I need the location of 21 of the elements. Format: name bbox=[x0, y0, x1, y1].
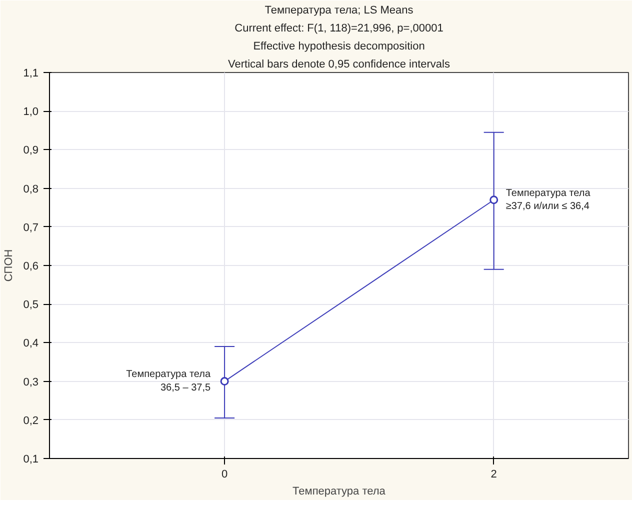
x-tick-label: 2 bbox=[490, 468, 497, 480]
y-tick-label: 0,9 bbox=[23, 144, 39, 157]
text: Vertical bars denote 0,95 confidence intervals bbox=[228, 58, 450, 70]
chart-title: Температура тела; LS Means bbox=[264, 4, 414, 16]
x-axis-title: Температура тела bbox=[292, 486, 386, 498]
annotation: Температура тела ≥37,6 и/или ≤ 36,4 bbox=[506, 188, 591, 212]
y-tick-label: 0,1 bbox=[23, 454, 39, 466]
x-tick-label: 0 bbox=[221, 468, 228, 480]
chart-subtitle: Current effect: F(1, 118)=21,996, p=,00001 bbox=[234, 22, 444, 34]
y-tick-label: 1,1 bbox=[23, 68, 39, 80]
y-tick-label: 0,3 bbox=[23, 376, 39, 388]
y-tick-label: 0,5 bbox=[23, 299, 39, 312]
y-tick-label: 0,4 bbox=[23, 338, 39, 350]
y-tick-label: 1,0 bbox=[23, 106, 39, 118]
y-tick-label: 0,8 bbox=[23, 183, 39, 196]
annotation: Температура тела 36,5 – 37,5 bbox=[126, 369, 211, 394]
y-axis-title: СПОН bbox=[3, 249, 16, 282]
y-tick-label: 0,6 bbox=[23, 260, 39, 272]
text: Effective hypothesis decomposition bbox=[253, 40, 425, 52]
y-tick-label: 0,7 bbox=[23, 222, 39, 234]
y-tick-label: 0,2 bbox=[23, 414, 39, 427]
